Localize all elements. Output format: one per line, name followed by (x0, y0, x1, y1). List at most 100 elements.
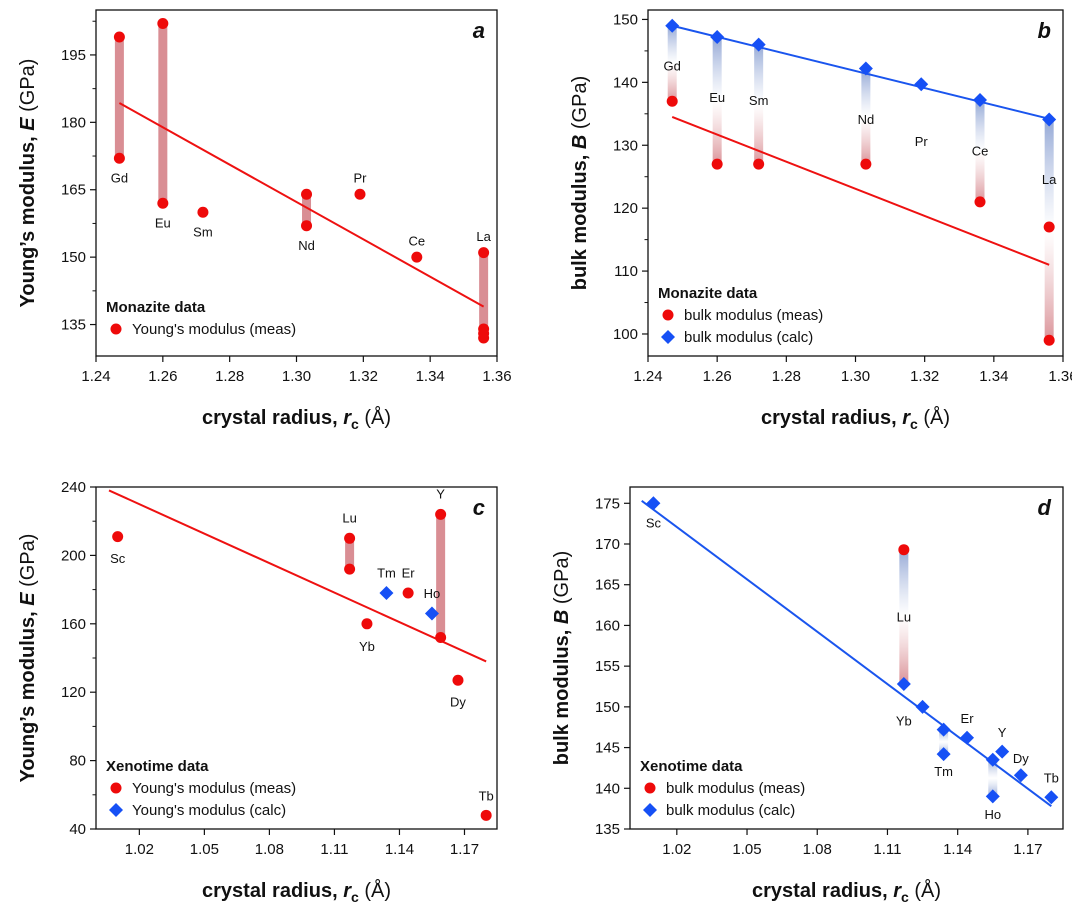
axis-title-subscript: c (351, 889, 359, 903)
meas-point (898, 544, 910, 556)
legend-marker-diamond (661, 330, 675, 344)
meas-point (197, 206, 209, 218)
element-label: Nd (298, 238, 315, 253)
meas-point (411, 251, 423, 263)
meas-point (354, 188, 366, 200)
panel-letter: b (1038, 18, 1051, 43)
meas-point (435, 631, 447, 643)
y-tick-label: 150 (61, 249, 86, 266)
legend-entry-label: bulk modulus (meas) (666, 780, 805, 797)
x-tick-label: 1.28 (772, 368, 801, 385)
y-tick-label: 160 (595, 617, 620, 634)
calc-point (1013, 768, 1028, 783)
meas-point (113, 31, 125, 43)
element-label: Ho (424, 586, 441, 601)
meas-point (452, 674, 464, 686)
chart-panel-b: 1.24 1.26 1.28 1.30 1.32 1.34 1.36 100 110 120 130… (569, 9, 1072, 432)
range-bar (861, 69, 871, 165)
calc-point (914, 77, 929, 92)
legend-marker-circle (662, 309, 674, 321)
x-tick-label: 1.32 (910, 368, 939, 385)
y-axis-title: Young’s modulus, E (GPa) (17, 534, 39, 783)
calc-point (936, 722, 951, 737)
element-label: Pr (353, 171, 367, 186)
trend-line (671, 24, 1050, 120)
x-tick-label: 1.02 (125, 841, 154, 858)
x-tick-label: 1.14 (943, 841, 972, 858)
calc-point (960, 730, 975, 745)
calc-point (973, 92, 987, 107)
element-label: Tb (479, 789, 494, 804)
x-axis-title: crystal radius, rc (Å) (202, 879, 391, 903)
y-tick-label: 130 (613, 137, 638, 154)
y-tick-label: 120 (613, 200, 638, 217)
x-tick-label: 1.32 (349, 368, 378, 385)
axis-title-subscript: c (910, 416, 918, 432)
element-label: Yb (896, 714, 912, 729)
y-tick-label: 80 (69, 753, 86, 770)
meas-point (402, 587, 414, 599)
element-label: Ce (972, 144, 989, 159)
element-label: Pr (915, 134, 929, 149)
meas-point (157, 197, 169, 209)
x-tick-label: 1.30 (841, 368, 870, 385)
element-label: Sm (749, 93, 769, 108)
element-label: Dy (450, 694, 466, 709)
range-bar (114, 36, 124, 159)
y-tick-label: 140 (613, 74, 638, 91)
x-tick-label: 1.36 (1048, 368, 1072, 385)
x-tick-label: 1.28 (215, 368, 244, 385)
meas-point (711, 158, 723, 170)
element-label: Nd (858, 112, 875, 127)
range-bar (754, 44, 764, 165)
axis-title-text: bulk modulus, (569, 149, 591, 290)
meas-point (974, 196, 986, 208)
legend-marker-diamond (643, 803, 657, 817)
x-axis-title: crystal radius, rc (Å) (761, 406, 950, 432)
trend-line (118, 102, 485, 308)
x-tick-label: 1.26 (703, 368, 732, 385)
x-tick-label: 1.14 (385, 841, 414, 858)
calc-point (985, 789, 1000, 804)
trend-line (108, 489, 487, 663)
axis-title-unit: (GPa) (17, 534, 39, 593)
axis-title-symbol: B (551, 610, 573, 624)
calc-point (915, 699, 930, 714)
axis-title-unit: (Å) (909, 879, 941, 902)
calc-point (646, 496, 661, 511)
chart-panel-c: 1.02 1.05 1.08 1.11 1.14 1.17 40 80 120 160 200 240… (17, 479, 498, 903)
meas-point (478, 247, 490, 259)
element-label: Tm (934, 764, 953, 779)
x-tick-label: 1.36 (482, 368, 511, 385)
x-tick-label: 1.05 (732, 841, 761, 858)
trend-line (671, 116, 1050, 266)
axis-title-symbol: r (343, 407, 352, 429)
element-label: Tb (1044, 771, 1059, 786)
meas-point (480, 809, 492, 821)
y-tick-label: 100 (613, 326, 638, 343)
legend-marker-circle (110, 782, 122, 794)
axis-title-subscript: c (351, 416, 359, 432)
element-label: Y (436, 487, 445, 502)
calc-point (424, 606, 439, 621)
chart-panel-a: 1.24 1.26 1.28 1.30 1.32 1.34 1.36 135 150 165 180… (17, 9, 512, 432)
trend-line (641, 500, 1052, 808)
x-tick-label: 1.24 (633, 368, 662, 385)
x-tick-label: 1.11 (873, 841, 901, 858)
meas-point (344, 563, 356, 575)
calc-point (896, 677, 911, 692)
x-tick-label: 1.08 (255, 841, 284, 858)
element-label: Sm (193, 224, 213, 239)
x-tick-label: 1.26 (148, 368, 177, 385)
y-tick-label: 135 (61, 317, 86, 334)
range-bar (939, 729, 949, 755)
legend-marker-circle (110, 323, 122, 335)
legend-entry-label: bulk modulus (calc) (666, 802, 795, 819)
meas-point (860, 158, 872, 170)
range-bar (158, 23, 168, 204)
legend-title: Monazite data (106, 299, 206, 316)
y-tick-label: 240 (61, 479, 86, 496)
range-bar (712, 38, 722, 165)
axis-title-symbol: E (17, 117, 39, 131)
